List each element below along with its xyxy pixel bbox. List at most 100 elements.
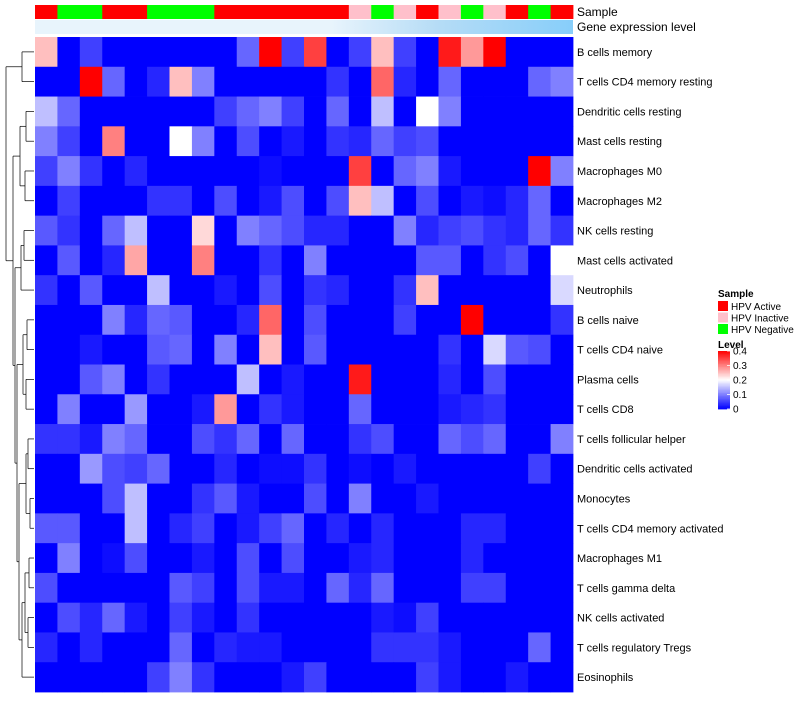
heatmap-cell: [191, 632, 215, 663]
heatmap-cell: [304, 185, 327, 217]
legend-colorbar-step: [718, 375, 730, 378]
heatmap-cell: [460, 96, 484, 127]
heatmap-cell: [147, 304, 170, 336]
heatmap-cell: [124, 572, 148, 604]
legend-colorbar-step: [718, 393, 730, 395]
heatmap-cell: [371, 364, 395, 395]
heatmap-cell: [259, 394, 282, 425]
sample-annotation-cell: [528, 5, 551, 19]
row-label: B cells naive: [577, 315, 639, 327]
heatmap-cell: [304, 364, 327, 395]
heatmap-cell: [102, 126, 126, 157]
heatmap-cell: [281, 245, 305, 276]
heatmap-cell: [304, 602, 327, 633]
heatmap-cell: [191, 453, 215, 484]
heatmap-cell: [79, 602, 103, 633]
row-label: Dendritic cells resting: [577, 106, 682, 118]
heatmap-cell: [35, 483, 58, 514]
heatmap-cell: [214, 304, 238, 336]
sample-annotation-cell: [259, 5, 282, 19]
heatmap-cell: [236, 483, 260, 514]
heatmap-cell: [304, 334, 327, 365]
legend-colorbar-step: [718, 353, 730, 356]
heatmap-cell: [393, 37, 417, 68]
heatmap-cell: [416, 662, 439, 693]
heatmap-cell: [460, 602, 484, 633]
heatmap-cell: [483, 662, 507, 693]
heatmap-cell: [371, 245, 395, 276]
heatmap-cell: [438, 66, 462, 97]
heatmap-cell: [236, 632, 260, 663]
heatmap-cell: [550, 304, 574, 336]
heatmap-cell: [326, 394, 350, 425]
heatmap-cell: [169, 37, 193, 68]
heatmap-cell: [483, 96, 507, 127]
heatmap-cell: [393, 185, 417, 217]
heatmap-cell: [371, 96, 395, 127]
heatmap-cell: [416, 245, 439, 276]
heatmap-cell: [326, 483, 350, 514]
sample-annotation-cell: [79, 5, 103, 19]
heatmap-cell: [57, 662, 81, 693]
legend-colorbar-step: [718, 395, 730, 398]
heatmap-cell: [304, 66, 327, 97]
heatmap-cell: [528, 334, 551, 365]
heatmap-cell: [416, 602, 439, 633]
heatmap-cell: [281, 96, 305, 127]
heatmap-cell: [57, 364, 81, 395]
heatmap-cell: [550, 275, 574, 306]
heatmap-cell: [79, 513, 103, 544]
heatmap-cell: [505, 662, 529, 693]
heatmap-cell: [550, 364, 574, 395]
legend-colorbar-step: [718, 382, 730, 385]
heatmap-cell: [124, 185, 148, 217]
heatmap-cell: [460, 364, 484, 395]
heatmap-cell: [169, 572, 193, 604]
sample-annotation-cell: [393, 5, 417, 19]
legend-colorbar-step: [718, 381, 730, 384]
heatmap-cell: [438, 424, 462, 455]
heatmap-cell: [57, 215, 81, 246]
heatmap-cell: [393, 662, 417, 693]
legend-colorbar-step: [718, 359, 730, 362]
heatmap-cell: [304, 662, 327, 693]
heatmap-cell: [191, 424, 215, 455]
heatmap-cell: [124, 424, 148, 455]
heatmap-cell: [169, 66, 193, 97]
heatmap-cell: [460, 572, 484, 604]
sample-annotation-cell: [147, 5, 170, 19]
heatmap-cell: [281, 513, 305, 544]
heatmap-cell: [326, 37, 350, 68]
heatmap-cell: [35, 394, 58, 425]
legend-colorbar-step: [718, 351, 730, 353]
row-label: T cells regulatory Tregs: [577, 642, 692, 654]
heatmap-cell: [191, 513, 215, 544]
heatmap-cell: [35, 275, 58, 306]
legend-level-tick-label: 0.2: [733, 376, 747, 387]
row-dendrogram: [5, 51, 34, 678]
heatmap-cell: [505, 364, 529, 395]
heatmap-cell: [348, 453, 372, 484]
heatmap-cell: [169, 126, 193, 157]
heatmap-cell: [214, 185, 238, 217]
sample-annotation-cell: [460, 5, 484, 19]
legend-colorbar-step: [718, 391, 730, 394]
heatmap-cell: [371, 156, 395, 187]
heatmap-cell: [79, 632, 103, 663]
heatmap-cell: [147, 572, 170, 604]
heatmap-cell: [528, 632, 551, 663]
heatmap-cell: [147, 662, 170, 693]
legend-colorbar-step: [718, 403, 730, 406]
heatmap-cell: [393, 572, 417, 604]
heatmap-cell: [102, 215, 126, 246]
heatmap-cell: [102, 394, 126, 425]
heatmap-cell: [147, 424, 170, 455]
heatmap-cell: [348, 185, 372, 217]
heatmap-cell: [326, 185, 350, 217]
heatmap-cell: [505, 632, 529, 663]
heatmap-cell: [79, 662, 103, 693]
legend-level-tick-label: 0.3: [733, 361, 747, 372]
heatmap-cell: [550, 632, 574, 663]
